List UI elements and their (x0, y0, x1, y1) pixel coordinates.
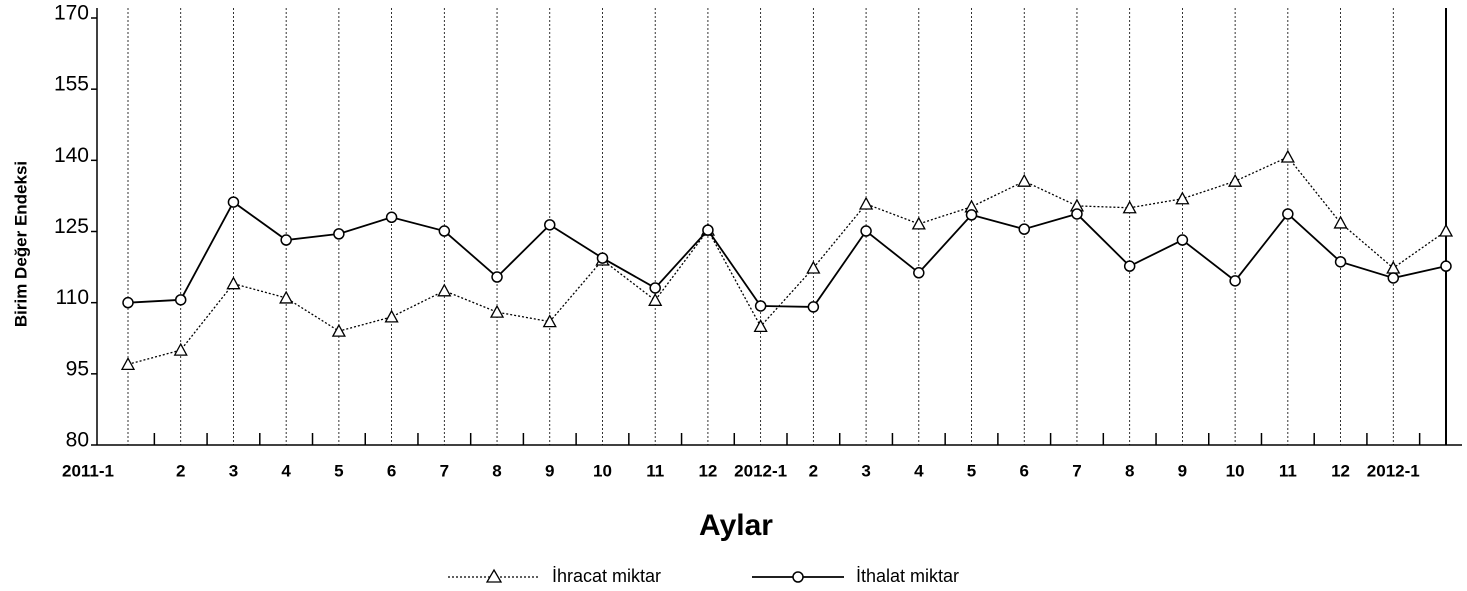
x-axis-label: Aylar (699, 509, 773, 542)
x-tick-label: 5 (334, 461, 343, 480)
x-tick-label: 12 (698, 461, 717, 480)
point (649, 282, 661, 294)
x-tick-label: 4 (914, 461, 924, 480)
point (1440, 260, 1452, 272)
x-tick-label: 11 (646, 461, 664, 480)
point (122, 296, 134, 309)
point (1387, 272, 1400, 284)
point (227, 196, 240, 208)
x-tick-label: 2012-1 (734, 461, 787, 480)
point (1228, 173, 1243, 187)
x-tick-label: 12 (1331, 461, 1350, 480)
y-tick-label: 170 (54, 2, 89, 25)
x-tick-label: 11 (1279, 461, 1297, 480)
point (807, 301, 820, 313)
point (1017, 173, 1032, 187)
y-tick-label: 140 (54, 144, 89, 167)
point (858, 196, 874, 210)
point (491, 271, 503, 283)
point (1280, 149, 1295, 163)
x-tick-label: 5 (967, 461, 976, 480)
point (542, 314, 557, 328)
point (280, 234, 292, 246)
point (1333, 215, 1348, 229)
x-tick-label: 8 (492, 461, 501, 480)
series-line (127, 156, 1447, 365)
point (965, 209, 978, 221)
point (226, 276, 241, 290)
x-tick-label: 10 (593, 461, 612, 480)
point (384, 309, 399, 323)
point (437, 283, 452, 297)
point (1176, 234, 1189, 246)
point (173, 342, 188, 356)
point (1334, 256, 1347, 268)
point (1123, 260, 1136, 272)
point (489, 304, 505, 318)
point (860, 225, 872, 237)
point (174, 294, 187, 306)
point (385, 211, 398, 224)
y-tick-label: 125 (54, 215, 89, 238)
x-tick-label: 9 (1178, 461, 1187, 480)
point (438, 225, 451, 237)
point (753, 319, 768, 333)
point (1229, 275, 1241, 287)
point (754, 300, 767, 312)
x-tick-label: 2011-1 (62, 461, 114, 480)
point (544, 219, 556, 231)
legend-label: İhracat miktar (552, 566, 661, 586)
point (1438, 223, 1454, 237)
point (648, 292, 663, 306)
series-line (127, 200, 1447, 308)
y-tick-label: 110 (56, 286, 89, 309)
x-tick-label: 6 (1020, 461, 1029, 480)
x-tick-label: 9 (545, 461, 554, 480)
point (1018, 223, 1030, 235)
legend-label: İthalat miktar (856, 566, 959, 586)
y-tick-label: 95 (66, 357, 89, 380)
y-axis-label: Birim Değer Endeksi (11, 161, 30, 327)
point (1071, 208, 1083, 220)
point (913, 267, 925, 279)
x-tick-label: 7 (1072, 461, 1081, 480)
x-tick-label: 7 (440, 461, 449, 480)
x-tick-label: 2012-1 (1367, 461, 1420, 480)
y-tick-label: 80 (66, 429, 89, 452)
point (1175, 191, 1190, 205)
point (702, 224, 714, 236)
point (120, 356, 136, 370)
point (331, 323, 346, 337)
point (279, 290, 294, 304)
point (1122, 200, 1137, 214)
point (806, 260, 821, 274)
point (333, 228, 345, 240)
x-tick-label: 2 (809, 461, 818, 480)
x-tick-label: 10 (1226, 461, 1245, 480)
point (596, 252, 609, 264)
x-tick-label: 4 (281, 461, 291, 480)
legend-marker (792, 571, 804, 583)
x-tick-label: 6 (387, 461, 396, 480)
x-tick-label: 8 (1125, 461, 1134, 480)
point (1386, 260, 1401, 274)
y-tick-label: 155 (54, 73, 89, 96)
legend-marker (485, 568, 503, 583)
point (911, 216, 926, 230)
x-tick-label: 3 (861, 461, 870, 480)
x-tick-label: 3 (229, 461, 238, 480)
x-tick-label: 2 (176, 461, 185, 480)
point (1282, 208, 1294, 220)
